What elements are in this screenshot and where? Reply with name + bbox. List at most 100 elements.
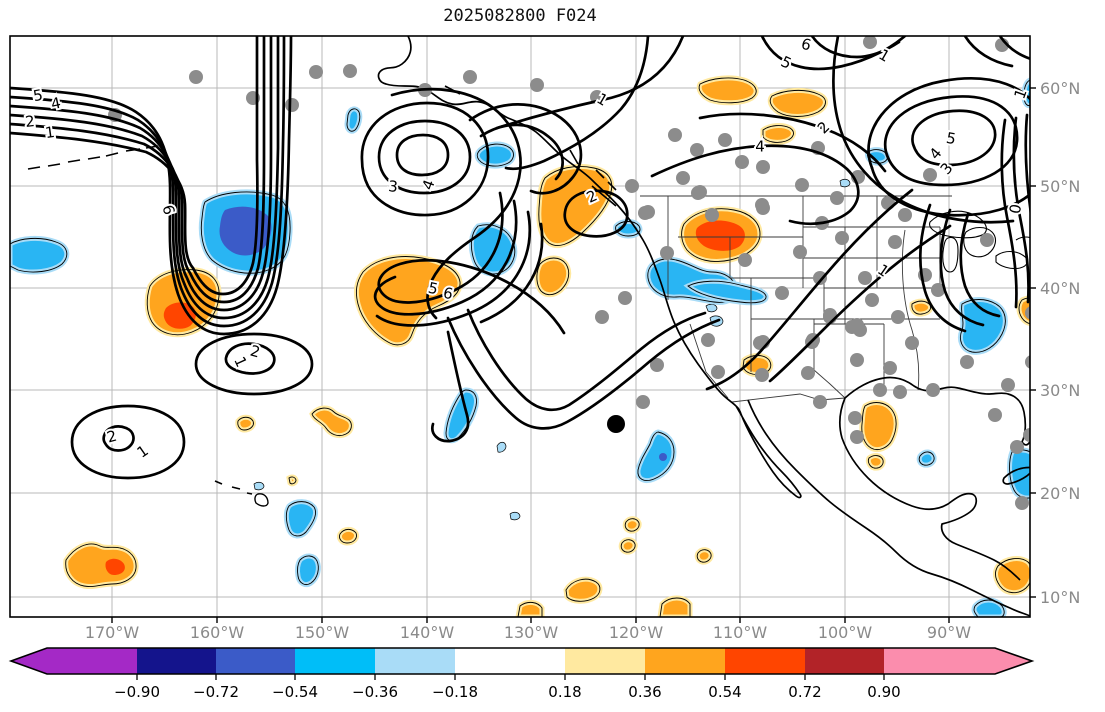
station-dot (1001, 378, 1015, 392)
station-dot (650, 358, 664, 372)
contour-label: 1 (44, 123, 56, 142)
colorbar-tick-label: −0.36 (352, 683, 398, 701)
colorbar-band (375, 648, 455, 674)
highlight-dot (607, 415, 625, 433)
contour-line (911, 109, 997, 167)
x-tick-label: 140°W (400, 623, 455, 642)
station-dot (1025, 306, 1030, 320)
station-dot (865, 293, 879, 307)
station-dot (931, 283, 945, 297)
station-dot (848, 411, 862, 425)
contour-label: 4 (755, 138, 765, 156)
colorbar-tick-label: 0.72 (788, 683, 821, 701)
colorbar-tick-label: −0.18 (432, 683, 478, 701)
contour-line (495, 36, 685, 130)
contour-line (70, 404, 186, 480)
station-dot (738, 253, 752, 267)
colorbar-tick-label: 0.18 (548, 683, 581, 701)
station-dot (1025, 355, 1030, 369)
y-tick-label: 10°N (1040, 588, 1080, 607)
anomaly-shading (10, 75, 1030, 617)
station-dot (693, 185, 707, 199)
contour-line (468, 103, 583, 195)
station-dot (873, 383, 887, 397)
contour-line (395, 133, 450, 177)
station-dot (888, 235, 902, 249)
contour-line (998, 36, 1030, 61)
contour-line (10, 36, 259, 296)
colorbar: −0.90 −0.72 −0.54 −0.36 −0.18 0.18 0.36 0.54 0.7… (8, 647, 1035, 701)
station-dot (830, 191, 844, 205)
colorbar-band (565, 648, 645, 674)
station-dot (285, 98, 299, 112)
contour-label: 2 (24, 112, 35, 131)
station-dot (891, 310, 905, 324)
station-dot (756, 160, 770, 174)
station-dot (701, 333, 715, 347)
station-dot (863, 36, 877, 49)
station-dot (883, 361, 897, 375)
station-dot (625, 179, 639, 193)
station-dot (850, 353, 864, 367)
colorbar-tick-label: 0.36 (628, 683, 661, 701)
station-dot (735, 155, 749, 169)
contour-line (1000, 118, 1018, 309)
station-dot (813, 395, 827, 409)
contour-line (1012, 116, 1030, 304)
x-tick-label: 110°W (713, 623, 768, 642)
contour-line (867, 77, 1030, 170)
station-dot (850, 318, 864, 332)
y-tick-label: 40°N (1040, 279, 1080, 298)
station-dots (108, 36, 1030, 510)
x-tick-label: 160°W (190, 623, 245, 642)
station-dot (189, 70, 203, 84)
contour-line (832, 36, 1015, 224)
station-dot (718, 133, 732, 147)
station-dot (463, 70, 477, 84)
contour-label: 3 (388, 177, 399, 196)
station-dot (530, 78, 544, 92)
contour-line (377, 119, 472, 195)
contour-line (360, 101, 490, 217)
station-dot (636, 395, 650, 409)
contour-line (650, 144, 860, 226)
station-dot (905, 336, 919, 350)
contour-line (939, 208, 985, 327)
x-tick-label: 120°W (609, 623, 664, 642)
colorbar-band (455, 648, 565, 674)
station-dot (618, 291, 632, 305)
contour-line (102, 425, 135, 452)
contour-line (10, 36, 266, 304)
contour-line (390, 87, 522, 320)
colorbar-band (137, 648, 216, 674)
station-dot (756, 201, 770, 215)
contour-line (919, 203, 967, 333)
station-dot (795, 178, 809, 192)
station-dot (705, 208, 719, 222)
station-dot (309, 65, 323, 79)
station-dot (676, 171, 690, 185)
contour-line (10, 36, 286, 328)
colorbar-over-arrow (884, 648, 1032, 674)
contour-line (479, 222, 544, 324)
contour-line (883, 95, 1019, 187)
station-dot (638, 206, 652, 220)
contour-line (10, 36, 293, 336)
axis-ticks-labels: 170°W 160°W 150°W 140°W 130°W 120°W 110°W 100°W… (85, 79, 1081, 642)
contour-line (10, 36, 273, 312)
station-dot (668, 128, 682, 142)
station-dot (660, 246, 674, 260)
station-dot (1015, 496, 1029, 510)
x-tick-label: 130°W (504, 623, 559, 642)
colorbar-band (295, 648, 375, 674)
contour-line (194, 332, 314, 396)
station-dot (813, 271, 827, 285)
station-dot (595, 310, 609, 324)
contour-line (373, 199, 518, 316)
station-dot (898, 208, 912, 222)
contour-line (446, 316, 721, 430)
colorbar-band (216, 648, 295, 674)
station-dot (923, 168, 937, 182)
